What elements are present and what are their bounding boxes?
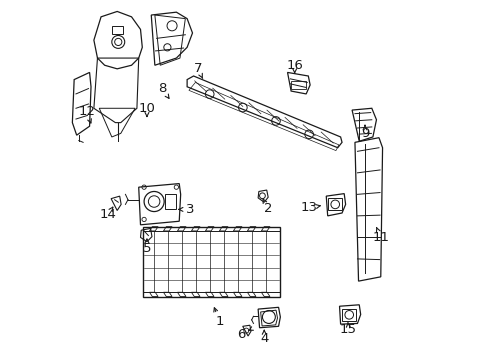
Text: 3: 3 (185, 203, 194, 216)
Bar (164, 194, 176, 209)
Bar (341, 309, 356, 320)
Text: 15: 15 (339, 323, 356, 336)
Text: 4: 4 (260, 332, 268, 345)
Text: 10: 10 (138, 102, 155, 115)
Text: 11: 11 (371, 231, 388, 244)
Text: 13: 13 (300, 202, 317, 215)
Text: 9: 9 (360, 127, 368, 140)
Text: 5: 5 (142, 242, 151, 255)
Bar (327, 198, 342, 211)
Text: 2: 2 (263, 202, 271, 215)
Text: 16: 16 (285, 59, 303, 72)
Text: 1: 1 (215, 315, 223, 328)
Text: 7: 7 (193, 62, 202, 75)
Text: 6: 6 (237, 328, 245, 341)
Bar (112, 26, 122, 34)
Bar (291, 81, 305, 89)
Text: 8: 8 (158, 82, 166, 95)
Text: 12: 12 (78, 105, 95, 118)
Text: 14: 14 (100, 208, 117, 221)
